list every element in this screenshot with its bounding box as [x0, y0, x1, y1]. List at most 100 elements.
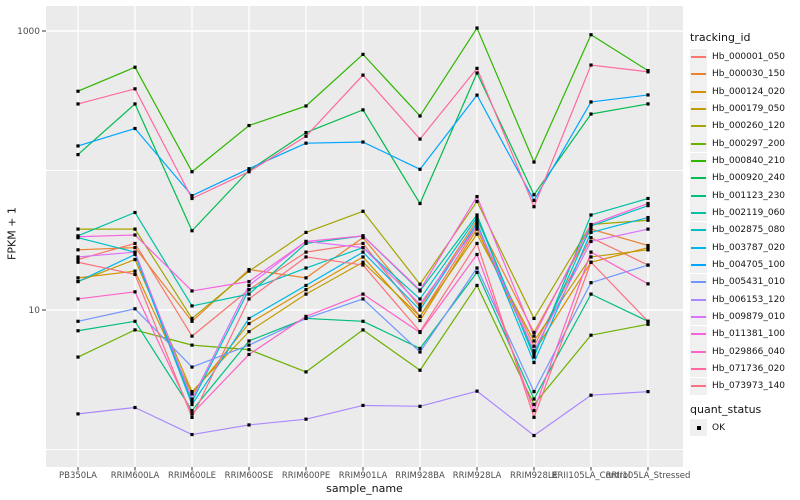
data-point: [133, 210, 137, 215]
data-point: [190, 334, 194, 338]
data-point: [589, 227, 593, 231]
series-color-line-icon: [691, 281, 706, 284]
data-point: [418, 288, 422, 292]
series-points-Hb_005431_010: [76, 263, 650, 394]
legend-label: Hb_000840_210: [712, 156, 786, 167]
legend-label: Hb_000920_240: [712, 173, 786, 184]
series-color-line-icon: [691, 56, 706, 59]
legend-key: [690, 169, 707, 187]
data-point: [133, 319, 137, 323]
data-point: [76, 257, 80, 262]
data-point: [190, 343, 194, 347]
data-point: [418, 346, 422, 351]
legend-key: [690, 343, 707, 361]
data-point: [133, 233, 137, 237]
data-point: [361, 319, 365, 323]
data-point: [133, 246, 137, 250]
series-color-line-icon: [691, 108, 706, 111]
legend-label: OK: [712, 422, 725, 433]
data-point: [589, 213, 593, 217]
data-point: [532, 409, 536, 413]
data-point: [133, 227, 137, 231]
data-point: [475, 71, 479, 75]
data-point: [76, 144, 80, 148]
data-point: [589, 260, 593, 264]
data-point: [646, 227, 650, 231]
data-point: [133, 290, 137, 294]
data-point: [532, 360, 536, 365]
data-point: [418, 167, 422, 171]
data-point: [247, 321, 251, 326]
data-point: [361, 260, 365, 264]
data-point: [589, 250, 593, 254]
data-point: [475, 266, 479, 270]
data-point: [190, 432, 194, 437]
series-points-Hb_006153_120: [76, 389, 650, 438]
data-point: [646, 282, 650, 286]
data-point: [361, 246, 365, 250]
data-point: [418, 314, 422, 318]
series-color-line-icon: [691, 333, 706, 336]
legend-key: [690, 83, 707, 101]
data-point: [418, 305, 422, 309]
data-point: [646, 70, 650, 74]
data-point: [76, 153, 80, 157]
data-point: [646, 246, 650, 250]
data-point: [190, 409, 194, 413]
data-point: [304, 314, 308, 318]
legend-label: Hb_009879_010: [712, 311, 786, 322]
y-axis-title: FPKM + 1: [5, 207, 19, 260]
data-point: [475, 194, 479, 199]
data-point: [532, 193, 536, 197]
data-point: [190, 289, 194, 293]
series-color-line-icon: [691, 160, 706, 163]
series-color-line-icon: [691, 177, 706, 180]
data-point: [247, 269, 251, 273]
legend-title-tracking-id: tracking_id: [690, 31, 751, 44]
x-tick-label: PB350LA: [59, 471, 97, 481]
data-point: [76, 412, 80, 416]
series-color-line-icon: [691, 246, 706, 249]
data-point: [190, 229, 194, 233]
data-point: [475, 66, 479, 70]
data-point: [361, 73, 365, 77]
data-point: [418, 302, 422, 306]
data-point: [190, 196, 194, 201]
data-point: [304, 316, 308, 321]
data-point: [247, 167, 251, 171]
legend-item-Hb_003787_020: Hb_003787_020: [690, 239, 785, 257]
data-point: [418, 318, 422, 323]
data-point: [304, 266, 308, 270]
data-point: [304, 239, 308, 244]
data-point: [247, 283, 251, 288]
legend-key: [690, 221, 707, 239]
data-point: [76, 279, 80, 284]
data-point: [589, 393, 593, 397]
series-color-line-icon: [691, 385, 706, 388]
y-tick-label: 1000: [17, 27, 40, 37]
series-color-line-icon: [691, 142, 706, 145]
data-point: [247, 348, 251, 352]
data-point: [418, 330, 422, 334]
legend-label: Hb_071736_020: [712, 363, 786, 374]
legend-key: [690, 187, 707, 205]
legend-label: Hb_029866_040: [712, 346, 786, 357]
data-point: [475, 270, 479, 275]
data-point: [76, 260, 80, 264]
data-point: [418, 308, 422, 312]
data-point: [475, 283, 479, 288]
data-point: [589, 292, 593, 296]
series-points-Hb_073973_140: [76, 241, 650, 419]
data-point: [418, 114, 422, 118]
legend-key: [690, 291, 707, 309]
x-tick-label: RRIM928LA: [453, 471, 502, 481]
data-point: [304, 134, 308, 138]
legend-key: [690, 325, 707, 343]
legend-label: Hb_000179_050: [712, 104, 786, 115]
data-point: [532, 349, 536, 353]
data-point: [76, 276, 80, 280]
data-point: [418, 350, 422, 354]
series-color-line-icon: [691, 194, 706, 197]
legend-item-Hb_000920_240: Hb_000920_240: [690, 169, 786, 187]
legend-item-Hb_009879_010: Hb_009879_010: [690, 308, 786, 326]
